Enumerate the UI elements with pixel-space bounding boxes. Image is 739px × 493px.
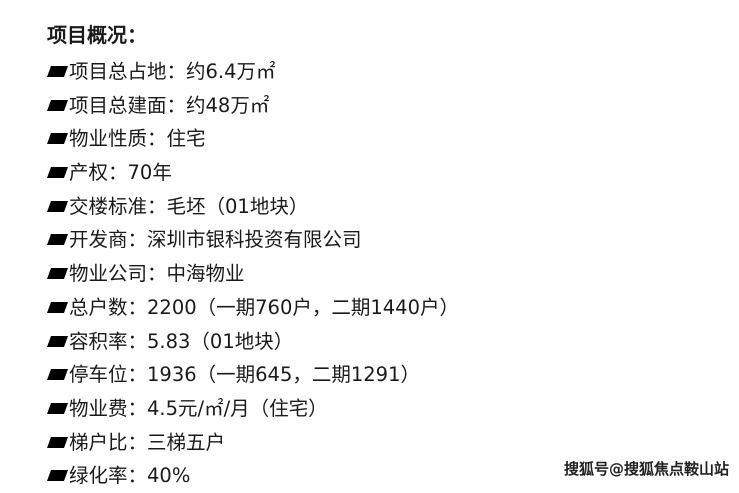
square-bullet-icon <box>46 436 69 448</box>
item-value: 4.5元/㎡/月（住宅） <box>147 396 328 420</box>
item-value: 约48万㎡ <box>186 93 270 117</box>
section-title: 项目概况： <box>47 23 147 47</box>
watermark: 搜狐号@搜狐焦点鞍山站 <box>563 460 729 478</box>
item-label: 项目总建面： <box>69 93 187 117</box>
item-value: 中海物业 <box>166 262 245 286</box>
list-item: 容积率： 5.83（01地块） <box>46 324 459 358</box>
item-label: 物业公司： <box>69 262 167 286</box>
item-value: 约6.4万㎡ <box>186 60 276 84</box>
list-item: 绿化率： 40% <box>46 459 459 493</box>
list-item: 总户数： 2200（一期760户，二期1440户） <box>46 291 459 325</box>
list-item: 物业费： 4.5元/㎡/月（住宅） <box>46 392 459 426</box>
item-label: 物业费： <box>69 396 148 420</box>
item-label: 容积率： <box>69 329 148 353</box>
square-bullet-icon <box>46 200 69 212</box>
item-value: 70年 <box>127 161 172 185</box>
square-bullet-icon <box>46 133 69 145</box>
square-bullet-icon <box>46 335 69 347</box>
item-label: 总户数： <box>69 295 148 319</box>
square-bullet-icon <box>46 470 69 482</box>
item-value: 住宅 <box>166 127 206 151</box>
item-value: 5.83（01地块） <box>147 329 294 353</box>
square-bullet-icon <box>46 369 69 381</box>
square-bullet-icon <box>46 402 69 414</box>
item-label: 开发商： <box>69 228 148 252</box>
square-bullet-icon <box>46 268 69 280</box>
square-bullet-icon <box>46 301 69 313</box>
item-label: 项目总占地： <box>69 60 187 84</box>
list-item: 项目总占地： 约6.4万㎡ <box>46 55 459 89</box>
list-item: 物业公司： 中海物业 <box>46 257 459 291</box>
square-bullet-icon <box>46 99 69 111</box>
item-label: 产权： <box>69 161 128 185</box>
list-item: 梯户比： 三梯五户 <box>46 425 459 459</box>
square-bullet-icon <box>46 234 69 246</box>
project-overview: 项目概况： 项目总占地： 约6.4万㎡ 项目总建面： 约48万㎡ 物业性质： 住宅 产权： 7… <box>46 21 459 493</box>
square-bullet-icon <box>46 167 69 179</box>
list-item: 物业性质： 住宅 <box>46 122 459 156</box>
item-label: 交楼标准： <box>69 194 167 218</box>
list-item: 开发商： 深圳市银科投资有限公司 <box>46 223 459 257</box>
item-value: 2200（一期760户，二期1440户） <box>147 295 459 319</box>
item-value: 1936（一期645，二期1291） <box>147 363 420 387</box>
item-label: 梯户比： <box>69 430 148 454</box>
item-value: 40% <box>147 464 191 488</box>
item-label: 绿化率： <box>69 464 148 488</box>
item-value: 三梯五户 <box>147 430 226 454</box>
square-bullet-icon <box>46 66 69 78</box>
item-label: 停车位： <box>69 363 148 387</box>
item-value: 毛坯（01地块） <box>166 194 309 218</box>
list-item: 项目总建面： 约48万㎡ <box>46 88 459 122</box>
list-item: 交楼标准： 毛坯（01地块） <box>46 189 459 223</box>
list-item: 产权： 70年 <box>46 156 459 190</box>
item-value: 深圳市银科投资有限公司 <box>147 228 362 252</box>
list-item: 停车位： 1936（一期645，二期1291） <box>46 358 459 392</box>
item-label: 物业性质： <box>69 127 167 151</box>
